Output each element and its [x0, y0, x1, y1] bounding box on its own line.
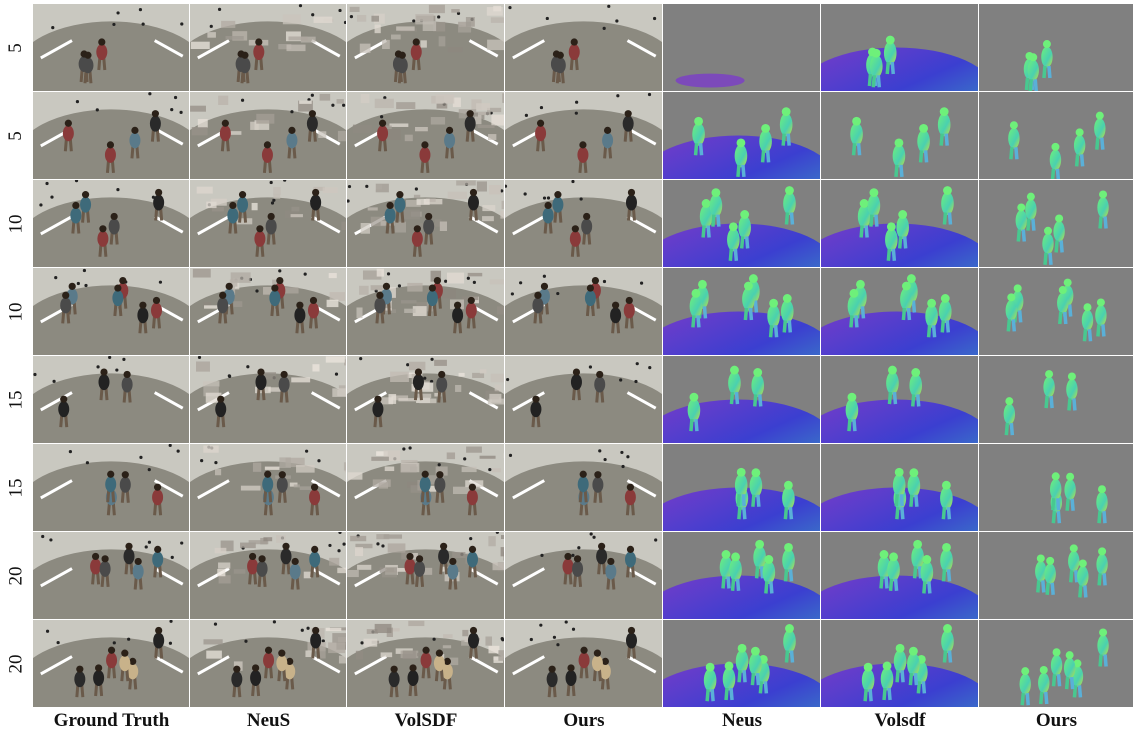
row-label-text: 15	[5, 390, 26, 410]
cell-rgb-ours-row-2	[505, 92, 662, 179]
cell-rgb-gt-row-6	[33, 444, 189, 531]
cell-rgb-gt-row-1	[33, 4, 189, 91]
cell-rgb-ours-row-5	[505, 356, 662, 443]
row-label: 20	[0, 532, 32, 620]
cell-rgb-ours-row-4	[505, 268, 662, 355]
row-label: 15	[0, 444, 32, 532]
column-label-normal-volsdf: Volsdf	[874, 710, 926, 731]
cell-rgb-neus-row-5	[190, 356, 346, 443]
cell-rgb-neus-row-4	[190, 268, 346, 355]
cell-normal-volsdf-row-8	[821, 620, 978, 707]
cell-rgb-volsdf-row-3	[347, 180, 504, 267]
cell-rgb-neus-row-3	[190, 180, 346, 267]
cell-rgb-ours-row-7	[505, 532, 662, 619]
cell-rgb-volsdf-row-8	[347, 620, 504, 707]
column-label-rgb-gt: Ground Truth	[53, 710, 170, 731]
cell-normal-volsdf-row-4	[821, 268, 978, 355]
cell-normal-ours-row-6	[979, 444, 1133, 531]
column-label-rgb-ours: Ours	[563, 710, 605, 731]
cell-normal-volsdf-row-2	[821, 92, 978, 179]
row-label: 5	[0, 92, 32, 180]
row-label: 15	[0, 356, 32, 444]
row-label-text: 15	[5, 478, 26, 498]
cell-normal-volsdf-row-6	[821, 444, 978, 531]
column-label-rgb-neus: NeuS	[246, 710, 291, 731]
cell-normal-ours-row-2	[979, 92, 1133, 179]
row-label: 5	[0, 4, 32, 92]
cell-normal-ours-row-4	[979, 268, 1133, 355]
cell-rgb-gt-row-3	[33, 180, 189, 267]
cell-normal-neus-row-2	[663, 92, 820, 179]
row-label-text: 20	[5, 566, 26, 586]
cell-rgb-volsdf-row-4	[347, 268, 504, 355]
cell-normal-volsdf-row-1	[821, 4, 978, 91]
cell-normal-neus-row-4	[663, 268, 820, 355]
cell-normal-ours-row-5	[979, 356, 1133, 443]
row-label-text: 10	[5, 214, 26, 234]
cell-rgb-gt-row-4	[33, 268, 189, 355]
cell-rgb-neus-row-7	[190, 532, 346, 619]
row-label: 10	[0, 268, 32, 356]
cell-rgb-neus-row-1	[190, 4, 346, 91]
cell-normal-neus-row-5	[663, 356, 820, 443]
cell-normal-ours-row-3	[979, 180, 1133, 267]
cell-normal-ours-row-7	[979, 532, 1133, 619]
cell-normal-neus-row-6	[663, 444, 820, 531]
cell-rgb-neus-row-2	[190, 92, 346, 179]
column-label-rgb-volsdf: VolSDF	[394, 710, 458, 731]
row-label: 20	[0, 620, 32, 708]
cell-rgb-ours-row-8	[505, 620, 662, 707]
cell-rgb-gt-row-5	[33, 356, 189, 443]
cell-rgb-volsdf-row-5	[347, 356, 504, 443]
row-label-text: 20	[5, 654, 26, 674]
cell-rgb-ours-row-3	[505, 180, 662, 267]
cell-rgb-ours-row-1	[505, 4, 662, 91]
row-label-text: 5	[5, 131, 26, 141]
cell-rgb-volsdf-row-1	[347, 4, 504, 91]
cell-normal-ours-row-8	[979, 620, 1133, 707]
cell-rgb-ours-row-6	[505, 444, 662, 531]
cell-normal-neus-row-1	[663, 4, 820, 91]
cell-normal-ours-row-1	[979, 4, 1133, 91]
cell-normal-neus-row-3	[663, 180, 820, 267]
cell-rgb-neus-row-8	[190, 620, 346, 707]
row-label-text: 5	[5, 43, 26, 53]
cell-normal-volsdf-row-7	[821, 532, 978, 619]
cell-rgb-volsdf-row-7	[347, 532, 504, 619]
column-label-normal-ours: Ours	[1035, 710, 1078, 731]
cell-rgb-volsdf-row-2	[347, 92, 504, 179]
cell-rgb-gt-row-2	[33, 92, 189, 179]
cell-rgb-gt-row-8	[33, 620, 189, 707]
cell-rgb-volsdf-row-6	[347, 444, 504, 531]
cell-normal-neus-row-8	[663, 620, 820, 707]
column-label-normal-neus: Neus	[721, 710, 763, 731]
cell-normal-neus-row-7	[663, 532, 820, 619]
cell-rgb-neus-row-6	[190, 444, 346, 531]
cell-normal-volsdf-row-3	[821, 180, 978, 267]
row-label: 10	[0, 180, 32, 268]
cell-normal-volsdf-row-5	[821, 356, 978, 443]
cell-rgb-gt-row-7	[33, 532, 189, 619]
row-label-text: 10	[5, 302, 26, 322]
